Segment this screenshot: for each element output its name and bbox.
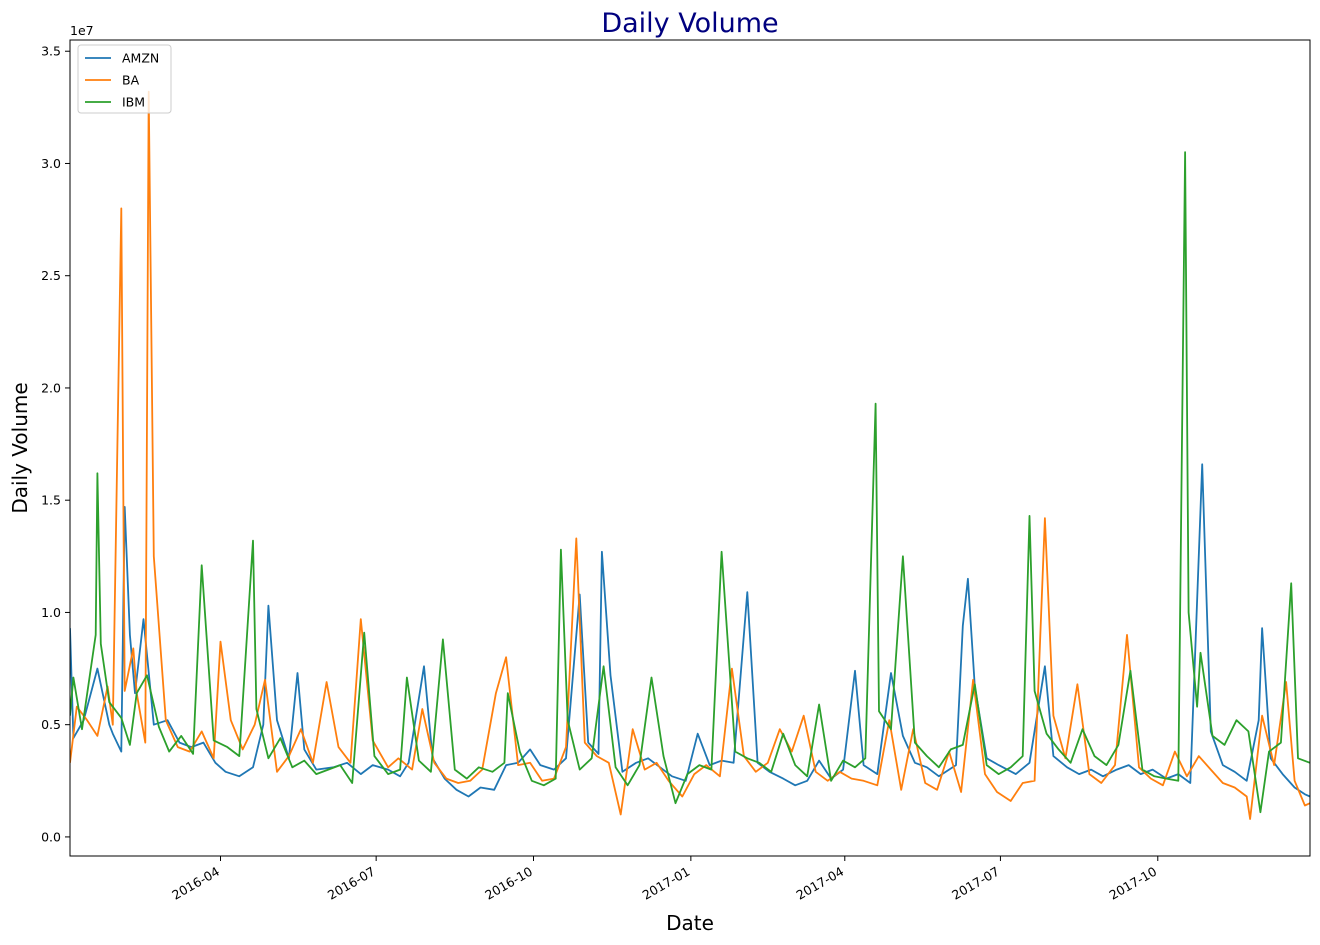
legend-label-amzn: AMZN	[122, 51, 159, 66]
y-offset-label: 1e7	[70, 23, 94, 38]
series-line-amzn	[70, 463, 1310, 798]
series-line-ba	[70, 90, 1310, 820]
y-tick-label: 0.5	[41, 717, 61, 732]
y-tick-label: 1.5	[41, 493, 61, 508]
x-tick-label: 2017-01	[640, 864, 693, 903]
legend-label-ibm: IBM	[122, 95, 145, 110]
x-axis-label: Date	[666, 911, 714, 935]
y-tick-label: 0.0	[41, 829, 61, 844]
y-axis-label: Daily Volume	[8, 382, 32, 513]
legend-box	[77, 44, 172, 114]
y-tick-label: 1.0	[41, 605, 61, 620]
x-tick-label: 2017-10	[1107, 864, 1160, 903]
x-tick-label: 2017-04	[794, 864, 847, 903]
legend-label-ba: BA	[122, 73, 140, 88]
x-tick-label: 2016-07	[325, 864, 378, 903]
y-tick-label: 3.5	[41, 44, 61, 59]
y-tick-label: 2.5	[41, 268, 61, 283]
y-tick-label: 3.0	[41, 156, 61, 171]
legend: AMZN BA IBM	[77, 44, 172, 114]
chart-title: Daily Volume	[601, 8, 778, 39]
x-tick-label: 2016-10	[482, 864, 535, 903]
series-layer	[70, 90, 1310, 820]
y-tick-label: 2.0	[41, 380, 61, 395]
plot-frame	[69, 39, 1311, 857]
series-line-ibm	[70, 151, 1310, 814]
x-tick-label: 2016-04	[169, 864, 222, 903]
x-tick-label: 2017-07	[949, 864, 1002, 903]
